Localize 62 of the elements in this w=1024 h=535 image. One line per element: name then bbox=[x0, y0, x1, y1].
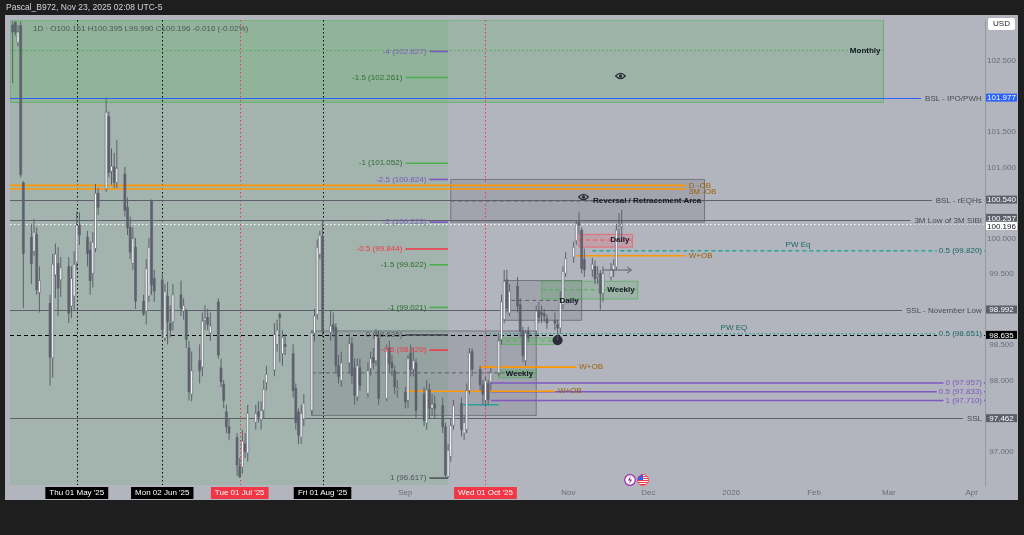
series-label: 0.5 (98.651) bbox=[938, 328, 983, 338]
series-label: 0.5 (99.820) bbox=[938, 245, 983, 255]
series-label: 3M -OB bbox=[688, 187, 717, 197]
series-label: Daily bbox=[559, 295, 580, 305]
series-label: W+OB bbox=[688, 250, 713, 260]
y-tick-label: 99.500 bbox=[989, 269, 1015, 279]
ref-line-label: SSL - November Low bbox=[905, 305, 982, 315]
y-tick-label: 98.500 bbox=[989, 340, 1015, 350]
x-tick-label: Thu 01 May '25 bbox=[49, 488, 105, 498]
y-tick-label: 100.196 bbox=[987, 221, 1017, 231]
y-tick-label: 101.500 bbox=[987, 127, 1017, 137]
x-tick-label: Sep bbox=[398, 488, 414, 498]
series-label: Weekly bbox=[505, 368, 534, 378]
series-label: 0 (98.635) bbox=[365, 330, 403, 340]
x-tick-label: Dec bbox=[641, 488, 656, 498]
x-tick-label: Mar bbox=[881, 488, 897, 498]
annotation: PW EQ bbox=[720, 322, 748, 332]
y-axis-title: USD bbox=[988, 18, 1015, 30]
series-label: -1 (99.021) bbox=[387, 302, 427, 312]
ref-line-label: 3M Low of 3M SIBI bbox=[914, 215, 983, 225]
y-tick-label: 101.000 bbox=[987, 162, 1017, 172]
x-tick-label: Feb bbox=[807, 488, 822, 498]
x-tick-label: Apr bbox=[965, 488, 979, 498]
text: 1D · O100.161 H100.395 L99.990 C100.196 -0.016 (-0.02%) bbox=[33, 24, 249, 34]
ref-line-label: BSL - rEQHs bbox=[935, 195, 982, 205]
series-label: Daily bbox=[610, 235, 630, 245]
y-tick-label: 98.992 bbox=[989, 305, 1015, 315]
series-label: -4 (102.627) bbox=[382, 46, 427, 56]
ref-line-label: SSL bbox=[966, 413, 983, 423]
y-tick-label: 102.500 bbox=[987, 56, 1017, 66]
series-label: -1.5 (102.261) bbox=[352, 72, 403, 82]
y-tick-label: 97.462 bbox=[989, 413, 1015, 423]
x-tick-label: Nov bbox=[561, 488, 576, 498]
chart-title: Pascal_B972, Nov 23, 2025 02:08 UTC-5 bbox=[6, 1, 163, 14]
series-label: Reversal / Retracement Area bbox=[593, 196, 702, 206]
y-tick-label: 98.635 bbox=[989, 330, 1015, 340]
series-label: 1 (96.617) bbox=[389, 473, 427, 483]
annotation: PW Eq bbox=[785, 239, 811, 249]
series-label: -2.5 (100.824) bbox=[376, 174, 427, 184]
x-tick-label: Wed 01 Oct '25 bbox=[458, 488, 514, 498]
series-label: Weekly bbox=[607, 284, 636, 294]
x-tick-label: Fri 01 Aug '25 bbox=[297, 488, 348, 498]
series-label: W+OB bbox=[557, 386, 582, 396]
series-label: 1 (97.710) bbox=[945, 395, 983, 405]
y-tick-label: 101.977 bbox=[987, 93, 1017, 103]
y-tick-label: 98.000 bbox=[989, 375, 1015, 385]
x-tick-label: 2026 bbox=[722, 488, 741, 498]
ref-line-label: BSL - IPO/PWH bbox=[925, 93, 982, 103]
series-label: -1 (101.052) bbox=[358, 158, 403, 168]
y-tick-label: 100.000 bbox=[987, 233, 1017, 243]
y-tick-label: 100.540 bbox=[987, 195, 1017, 205]
series-label: D -OB bbox=[688, 180, 712, 190]
series-label: 0.5 (97.833) bbox=[938, 386, 983, 396]
series-label: 0 (97.957) bbox=[945, 378, 983, 388]
y-tick-label: 100.257 bbox=[987, 213, 1017, 223]
x-tick-label: Tue 01 Jul '25 bbox=[214, 488, 266, 498]
x-tick-label: Mon 02 Jun '25 bbox=[135, 488, 191, 498]
series-label: W+OB bbox=[579, 362, 604, 372]
series-label: -0.5 (99.844) bbox=[356, 244, 403, 254]
candlestick bbox=[484, 375, 487, 408]
series-label: Monthly bbox=[849, 45, 882, 55]
series-label: -1.5 (99.622) bbox=[380, 259, 427, 269]
